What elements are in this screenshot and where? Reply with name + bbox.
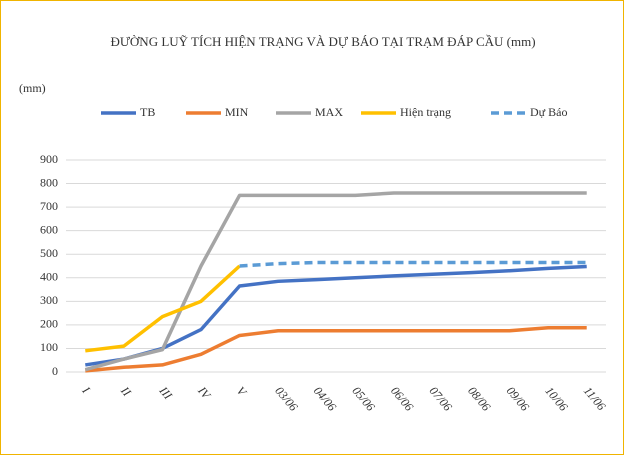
x-tick-label: I xyxy=(79,383,94,397)
legend-label: MAX xyxy=(315,105,343,119)
legend-label: Dự Báo xyxy=(530,105,568,119)
y-tick-label: 900 xyxy=(40,152,58,166)
y-tick-label: 200 xyxy=(40,317,58,331)
legend-item: MIN xyxy=(186,105,249,119)
chart-title: ĐƯỜNG LUỸ TÍCH HIỆN TRẠNG VÀ DỰ BÁO TẠI … xyxy=(110,34,535,49)
series-line xyxy=(84,191,587,372)
y-axis-label: (mm) xyxy=(19,81,46,95)
legend-item: TB xyxy=(101,105,155,119)
x-tick-label: III xyxy=(156,383,176,403)
legend-item: Hiện trạng xyxy=(361,105,451,119)
x-tick-label: 05/06 xyxy=(349,384,377,414)
series-line xyxy=(85,264,587,367)
y-tick-label: 800 xyxy=(40,175,58,189)
x-tick-label: 03/06 xyxy=(272,384,300,414)
y-tick-label: 0 xyxy=(52,364,58,378)
x-tick-label: 04/06 xyxy=(311,384,339,414)
x-tick-label: V xyxy=(234,384,251,400)
x-tick-label: 06/06 xyxy=(388,384,416,414)
series-line xyxy=(85,325,587,373)
x-tick-label: II xyxy=(117,383,134,400)
x-tick-label: 07/06 xyxy=(427,384,455,414)
series-line xyxy=(239,260,587,268)
x-tick-label: IV xyxy=(195,383,215,403)
y-tick-label: 300 xyxy=(40,293,58,307)
x-tick-label: 08/06 xyxy=(465,384,493,414)
series-line xyxy=(85,264,241,353)
x-tick-label: 11/06 xyxy=(581,384,609,413)
y-tick-label: 500 xyxy=(40,246,58,260)
y-tick-label: 400 xyxy=(40,270,58,284)
legend-item: MAX xyxy=(276,105,343,119)
x-tick-label: 10/06 xyxy=(542,384,570,414)
legend-item: Dự Báo xyxy=(491,105,568,119)
legend-label: MIN xyxy=(225,105,249,119)
y-tick-label: 700 xyxy=(40,199,58,213)
x-tick-label: 09/06 xyxy=(504,384,532,414)
y-tick-label: 100 xyxy=(40,340,58,354)
y-tick-label: 600 xyxy=(40,222,58,236)
legend-label: Hiện trạng xyxy=(400,105,451,119)
legend-label: TB xyxy=(140,105,155,119)
